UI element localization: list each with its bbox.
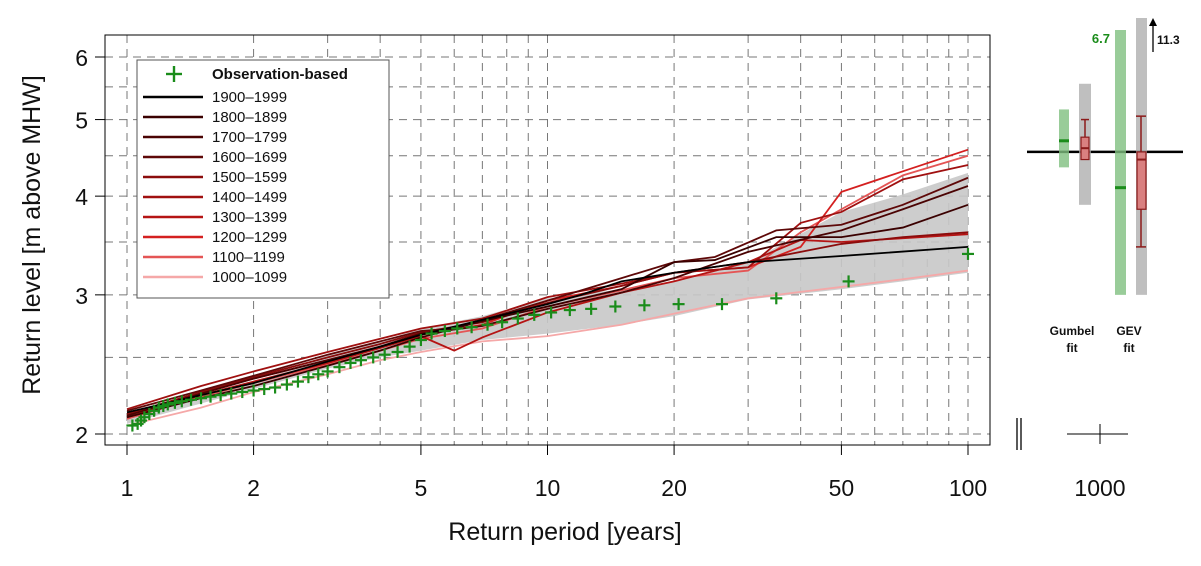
y-tick-label: 3 <box>75 283 88 309</box>
y-axis-label: Return level [m above MHW] <box>18 75 46 395</box>
x-tick-label: 5 <box>415 475 428 501</box>
observation-markers <box>126 247 974 432</box>
side-panel: 6.7 11.3 Gumbel fit GEV fit 1000 <box>1016 18 1183 501</box>
observation-point <box>842 275 855 288</box>
observation-point <box>312 368 325 381</box>
axis-ticks: 1 2 5 10 20 50 100 2 3 4 5 6 <box>75 45 987 501</box>
x-tick-label: 10 <box>535 475 561 501</box>
gev-model-arrow-head <box>1149 18 1157 26</box>
observation-point <box>367 351 380 364</box>
observation-point <box>291 375 304 388</box>
observation-point <box>175 395 188 408</box>
observation-point <box>403 340 416 353</box>
observation-point <box>414 334 427 347</box>
legend-series-label: 1500–1599 <box>212 169 287 186</box>
gumbel-observation-bar <box>1059 109 1069 168</box>
observation-point <box>225 387 238 400</box>
x-tick-label: 50 <box>829 475 855 501</box>
x-tick-label: 100 <box>949 475 987 501</box>
observation-point <box>609 300 622 313</box>
observation-point <box>354 354 367 367</box>
series-line <box>126 185 969 417</box>
observation-point <box>269 381 282 394</box>
y-tick-label: 6 <box>75 45 88 71</box>
observation-point <box>496 316 509 329</box>
observation-point <box>545 306 558 319</box>
observation-point <box>161 398 174 411</box>
observation-point <box>280 378 293 391</box>
series-line <box>126 176 969 412</box>
observation-point <box>344 356 357 369</box>
legend-series-label: 1800–1899 <box>212 109 287 126</box>
gev-model-top-label: 11.3 <box>1157 33 1180 47</box>
legend-series-label: 1200–1299 <box>212 229 287 246</box>
series-line <box>126 203 969 419</box>
observation-point <box>511 312 524 325</box>
observation-point <box>168 396 181 409</box>
observation-point <box>378 348 391 361</box>
observation-point <box>185 393 198 406</box>
observation-point <box>247 384 260 397</box>
observation-point <box>425 327 438 340</box>
observation-point <box>528 308 541 321</box>
side-x-tick-label: 1000 <box>1074 475 1125 501</box>
series-line <box>126 164 969 411</box>
observation-point <box>204 390 217 403</box>
legend-observation-label: Observation-based <box>212 66 348 83</box>
observation-point <box>715 298 728 311</box>
gev-observation-top-label: 6.7 <box>1092 31 1110 46</box>
observation-point <box>770 292 783 305</box>
observation-point <box>451 322 464 335</box>
x-tick-label: 2 <box>247 475 260 501</box>
observation-point <box>195 392 208 405</box>
series-line <box>126 246 969 414</box>
legend-series-label: 1900–1999 <box>212 89 287 106</box>
legend: Observation-based 1900–1999 1800–1899 1700–… <box>136 59 390 299</box>
gev-fit-label-line2: fit <box>1123 341 1134 355</box>
legend-series-label: 1100–1199 <box>212 249 285 266</box>
legend-series-label: 1600–1699 <box>212 149 287 166</box>
observation-point <box>236 386 249 399</box>
legend-series-label: 1700–1799 <box>212 129 287 146</box>
observation-point <box>481 318 494 331</box>
observation-point <box>333 361 346 374</box>
legend-series-label: 1000–1099 <box>212 269 287 286</box>
gev-fit-label-line1: GEV <box>1116 324 1141 338</box>
legend-series-label: 1300–1399 <box>212 209 287 226</box>
gumbel-fit-label-line2: fit <box>1066 341 1077 355</box>
observation-point <box>585 302 598 315</box>
observation-point <box>258 383 271 396</box>
y-tick-label: 4 <box>75 184 88 210</box>
x-axis-label: Return period [years] <box>448 518 681 546</box>
y-tick-label: 5 <box>75 108 88 134</box>
gev-model-box <box>1136 151 1147 210</box>
legend-observation-marker <box>166 66 182 82</box>
observation-point <box>214 389 227 402</box>
x-tick-label: 1 <box>121 475 134 501</box>
observation-point <box>391 345 404 358</box>
observation-point <box>465 321 478 334</box>
observation-point <box>962 247 974 260</box>
legend-series-label: 1400–1499 <box>212 189 287 206</box>
gev-observation-bar <box>1115 30 1126 295</box>
x-tick-label: 20 <box>661 475 687 501</box>
gumbel-fit-label-line1: Gumbel <box>1050 324 1095 338</box>
y-tick-label: 2 <box>75 422 88 448</box>
observation-point <box>438 325 451 338</box>
observation-point <box>321 365 334 378</box>
observation-point <box>638 299 651 312</box>
observation-point <box>672 298 685 311</box>
legend-box <box>136 59 390 299</box>
observation-point <box>302 371 315 384</box>
observation-point <box>563 304 576 317</box>
observation-point <box>126 419 139 432</box>
